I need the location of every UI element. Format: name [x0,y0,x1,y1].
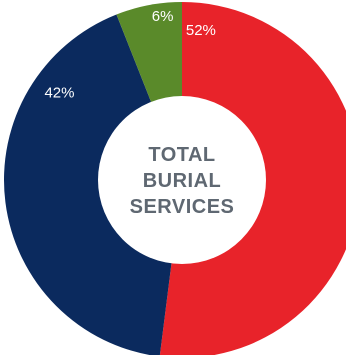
donut-hole [98,96,266,264]
slice-labels: 52% 42% 6% [44,8,215,101]
center-title: TOTAL BURIAL SERVICES [130,144,235,218]
center-title-line-2: BURIAL [143,170,222,192]
center-title-line-1: TOTAL [148,144,215,166]
slice-label-1: 52% [186,22,216,39]
center-title-line-3: SERVICES [130,196,235,218]
slice-label-2: 42% [44,84,74,101]
slice-label-3: 6% [152,8,174,25]
pie-slice-2 [4,14,182,355]
